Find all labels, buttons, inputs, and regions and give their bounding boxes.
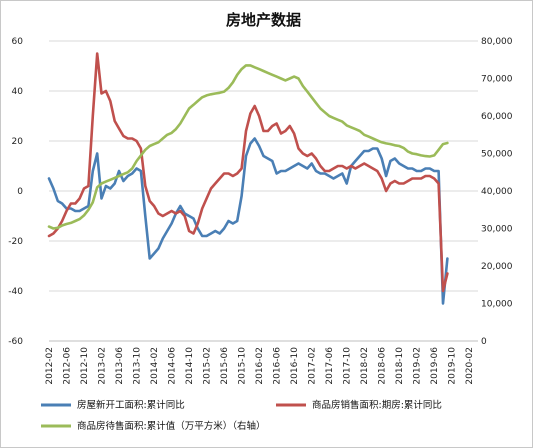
x-tick-label: 2017-10 <box>343 347 353 385</box>
x-tick-label: 2016-06 <box>273 347 283 385</box>
x-tick-label: 2019-06 <box>430 347 440 385</box>
x-tick-label: 2014-02 <box>150 347 160 385</box>
x-tick-label: 2015-02 <box>203 347 213 385</box>
x-tick-label: 2014-10 <box>185 347 195 385</box>
y-right-tick-label: 70,000 <box>481 75 513 85</box>
y-right-tick-label: 50,000 <box>481 150 513 160</box>
x-tick-label: 2013-02 <box>98 347 108 385</box>
y-right-tick-label: 60,000 <box>481 112 513 122</box>
y-left-tick-label: -20 <box>8 237 23 247</box>
x-tick-label: 2019-02 <box>413 347 423 385</box>
y-left-tick-label: 20 <box>12 137 24 147</box>
x-tick-label: 2016-10 <box>290 347 300 385</box>
chart-title: 房地产数据 <box>226 11 301 29</box>
y-right-tick-label: 80,000 <box>481 37 513 47</box>
y-right-tick-label: 10,000 <box>481 300 513 310</box>
y-right-tick-label: 40,000 <box>481 187 513 197</box>
series-line-3 <box>47 64 449 230</box>
y-right-tick-label: 0 <box>481 337 487 347</box>
x-tick-label: 2020-02 <box>465 347 475 385</box>
legend-label-2: 商品房销售面积:期房:累计同比 <box>312 399 442 411</box>
legend-label-3: 商品房待售面积:累计值（万平方米）（右轴） <box>77 420 265 432</box>
x-tick-label: 2017-02 <box>308 347 318 385</box>
x-tick-label: 2017-06 <box>325 347 335 385</box>
x-tick-label: 2013-10 <box>133 347 143 385</box>
x-tick-label: 2013-06 <box>115 347 125 385</box>
x-tick-label: 2018-02 <box>360 347 370 385</box>
y-left-tick-label: 40 <box>12 87 24 97</box>
x-tick-label: 2012-02 <box>45 347 55 385</box>
x-tick-label: 2016-02 <box>255 347 265 385</box>
series-line-1 <box>47 137 449 305</box>
series-line-2 <box>47 52 449 293</box>
x-tick-label: 2014-06 <box>168 347 178 385</box>
x-tick-label: 2019-10 <box>448 347 458 385</box>
x-tick-label: 2015-10 <box>238 347 248 385</box>
legend-label-1: 房屋新开工面积:累计同比 <box>77 399 185 411</box>
x-tick-label: 2012-06 <box>63 347 73 385</box>
y-left-tick-label: 0 <box>17 187 23 197</box>
y-left-tick-label: -40 <box>8 287 23 297</box>
x-tick-label: 2015-06 <box>220 347 230 385</box>
y-left-tick-label: -60 <box>8 337 23 347</box>
x-tick-label: 2018-06 <box>378 347 388 385</box>
y-right-tick-label: 30,000 <box>481 225 513 235</box>
y-left-tick-label: 60 <box>12 37 24 47</box>
x-tick-label: 2012-10 <box>80 347 90 385</box>
y-right-tick-label: 20,000 <box>481 262 513 272</box>
x-tick-label: 2018-10 <box>395 347 405 385</box>
